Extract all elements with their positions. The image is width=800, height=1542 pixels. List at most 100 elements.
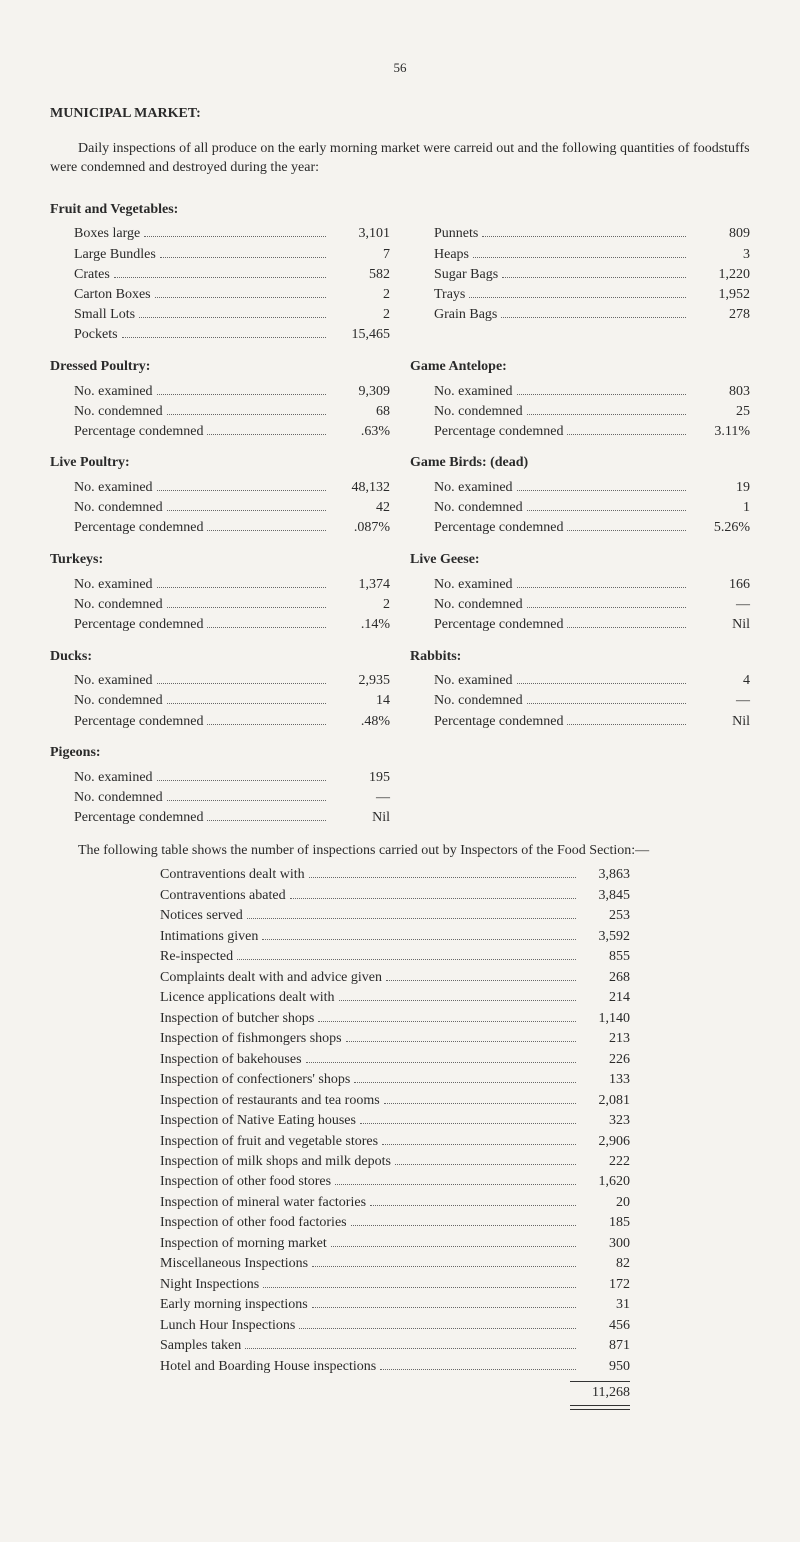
leader-dots: [262, 926, 576, 940]
inspection-value: 31: [580, 1296, 630, 1315]
row-value: 1,952: [690, 285, 750, 305]
inspection-label: Inspection of morning market: [160, 1235, 327, 1254]
leader-dots: [306, 1049, 576, 1063]
row-value: 166: [690, 575, 750, 595]
data-row: Percentage condemned.63%: [50, 421, 390, 441]
data-row: No. examined 2,935: [50, 671, 390, 691]
inspection-label: Intimations given: [160, 928, 258, 947]
leader-dots: [157, 477, 326, 491]
row-value: 2,935: [330, 671, 390, 691]
leader-dots: [331, 1233, 576, 1247]
row-label: No. examined: [434, 382, 513, 402]
leader-dots: [482, 224, 686, 238]
inspection-label: Contraventions abated: [160, 887, 286, 906]
inspection-row: Night Inspections172: [50, 1274, 750, 1294]
total-row: 11,268: [50, 1382, 750, 1403]
data-row: No. examined48,132: [50, 477, 390, 497]
inspection-value: 2,081: [580, 1092, 630, 1111]
row-label: Boxes large: [74, 224, 140, 244]
data-row: No. condemned—: [410, 691, 750, 711]
inspection-label: Hotel and Boarding House inspections: [160, 1358, 376, 1377]
data-row: No. condemned—: [50, 787, 390, 807]
intro-text: Daily inspections of all produce on the …: [50, 140, 750, 178]
data-row: Percentage condemnedNil: [50, 808, 390, 828]
data-row: Percentage condemnedNil: [410, 614, 750, 634]
leader-dots: [144, 224, 326, 238]
inspection-row: Miscellaneous Inspections82: [50, 1254, 750, 1274]
leader-dots: [167, 691, 326, 705]
row-label: No. examined: [74, 671, 153, 691]
row-value: 5.26%: [690, 518, 750, 538]
row-label: No. condemned: [74, 788, 163, 808]
leader-dots: [335, 1172, 576, 1186]
row-label: No. examined: [74, 478, 153, 498]
row-label: No. condemned: [434, 691, 523, 711]
leader-dots: [207, 711, 326, 725]
inspection-value: 172: [580, 1276, 630, 1295]
row-label: Pockets: [74, 325, 118, 345]
inspections-total: 11,268: [580, 1382, 630, 1403]
leader-dots: [122, 325, 326, 339]
data-row: No. condemned68: [50, 401, 390, 421]
data-row: Large Bundles7: [50, 244, 390, 264]
leader-dots: [382, 1131, 576, 1145]
row-value: 3: [690, 245, 750, 265]
inspection-label: Notices served: [160, 907, 243, 926]
row-label: No. condemned: [434, 595, 523, 615]
row-label: Percentage condemned: [74, 518, 203, 538]
leader-dots: [299, 1315, 576, 1329]
inspection-label: Inspection of other food factories: [160, 1214, 347, 1233]
row-value: .14%: [330, 615, 390, 635]
row-label: No. condemned: [74, 402, 163, 422]
inspection-row: Inspection of other food stores1,620: [50, 1172, 750, 1192]
data-row: Carton Boxes2: [50, 284, 390, 304]
row-label: No. examined: [74, 768, 153, 788]
row-label: No. examined: [434, 671, 513, 691]
data-row: Trays1,952: [410, 284, 750, 304]
inspection-value: 133: [580, 1071, 630, 1090]
data-row: No. examined195: [50, 767, 390, 787]
data-row: No. condemned42: [50, 498, 390, 518]
section-heading: Rabbits:: [410, 649, 750, 665]
row-label: Grain Bags: [434, 305, 497, 325]
row-label: No. examined: [434, 478, 513, 498]
inspection-value: 3,845: [580, 887, 630, 906]
leader-dots: [207, 614, 326, 628]
inspection-label: Inspection of fruit and vegetable stores: [160, 1133, 378, 1152]
inspection-row: Inspection of fruit and vegetable stores…: [50, 1131, 750, 1151]
data-row: Small Lots2: [50, 305, 390, 325]
row-label: No. examined: [74, 575, 153, 595]
leader-dots: [139, 305, 326, 319]
row-value: 3,101: [330, 224, 390, 244]
section-heading: Turkeys:: [50, 552, 390, 568]
row-label: Percentage condemned: [434, 518, 563, 538]
row-label: Percentage condemned: [74, 615, 203, 635]
leader-dots: [207, 421, 326, 435]
inspection-label: Re-inspected: [160, 948, 233, 967]
inspection-label: Miscellaneous Inspections: [160, 1255, 308, 1274]
row-label: No. condemned: [434, 498, 523, 518]
data-row: Punnets809: [410, 224, 750, 244]
inspection-value: 226: [580, 1051, 630, 1070]
inspection-label: Early morning inspections: [160, 1296, 308, 1315]
leader-dots: [370, 1192, 576, 1206]
row-label: Percentage condemned: [434, 712, 563, 732]
leader-dots: [517, 671, 686, 685]
row-label: Percentage condemned: [434, 422, 563, 442]
inspection-label: Samples taken: [160, 1337, 241, 1356]
leader-dots: [167, 498, 326, 512]
leader-dots: [237, 947, 576, 961]
row-value: 2: [330, 595, 390, 615]
row-value: .48%: [330, 712, 390, 732]
leader-dots: [469, 284, 686, 298]
leader-dots: [247, 906, 576, 920]
data-row: Crates582: [50, 264, 390, 284]
inspection-row: Inspection of restaurants and tea rooms2…: [50, 1090, 750, 1110]
inspection-row: Complaints dealt with and advice given26…: [50, 967, 750, 987]
inspection-row: Inspection of morning market300: [50, 1233, 750, 1253]
inspection-value: 3,592: [580, 928, 630, 947]
section-heading: Ducks:: [50, 649, 390, 665]
inspection-row: Inspection of mineral water factories20: [50, 1192, 750, 1212]
inspection-label: Licence applications dealt with: [160, 989, 335, 1008]
data-row: Percentage condemned 5.26%: [410, 518, 750, 538]
